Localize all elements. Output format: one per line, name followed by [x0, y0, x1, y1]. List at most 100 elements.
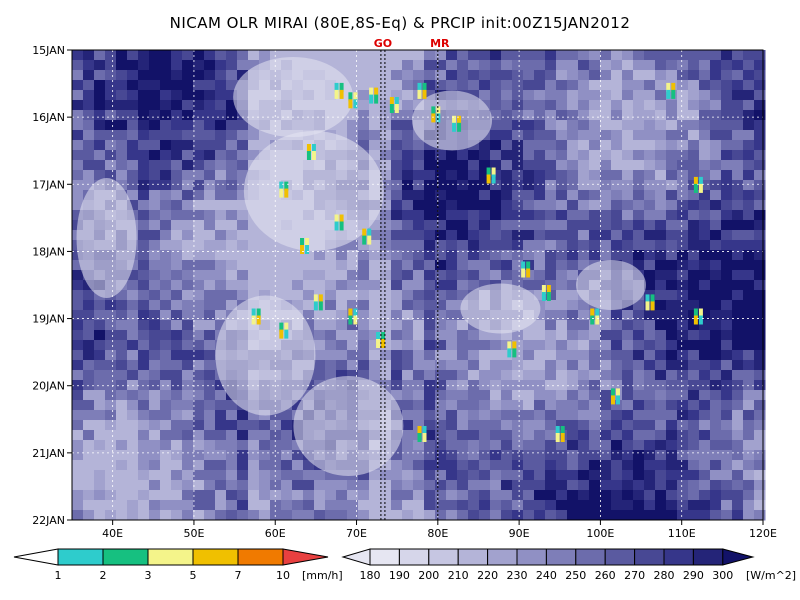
- olr-cell: [347, 290, 359, 301]
- olr-cell: [391, 380, 403, 391]
- olr-cell: [644, 490, 656, 501]
- olr-cell: [281, 450, 293, 461]
- olr-cell: [391, 360, 403, 371]
- olr-cell: [83, 390, 95, 401]
- olr-cell: [402, 100, 414, 111]
- olr-cell: [512, 70, 524, 81]
- olr-cell: [215, 270, 227, 281]
- olr-cell: [391, 320, 403, 331]
- olr-cell: [589, 460, 601, 471]
- olr-cell: [446, 360, 458, 371]
- olr-cell: [127, 320, 139, 331]
- olr-cell: [622, 310, 634, 321]
- olr-cell: [732, 190, 744, 201]
- olr-cell: [743, 340, 755, 351]
- olr-cell: [138, 120, 150, 131]
- olr-cell: [490, 420, 502, 431]
- olr-cell: [501, 370, 513, 381]
- olr-cell: [567, 80, 579, 91]
- olr-cell: [721, 210, 733, 221]
- olr-cell: [314, 280, 326, 291]
- olr-cell: [490, 90, 502, 101]
- olr-cell: [710, 420, 722, 431]
- olr-cell: [204, 210, 216, 221]
- olr-cell: [226, 260, 238, 271]
- olr-cell: [743, 210, 755, 221]
- olr-cell: [622, 360, 634, 371]
- olr-cell: [380, 140, 392, 151]
- olr-cell: [215, 80, 227, 91]
- olr-cell: [94, 370, 106, 381]
- olr-cell: [435, 330, 447, 341]
- olr-cell: [710, 480, 722, 491]
- olr-cell: [611, 110, 623, 121]
- olr-cell: [446, 210, 458, 221]
- olr-cell: [611, 400, 623, 411]
- olr-cell: [699, 120, 711, 131]
- olr-cell: [754, 340, 766, 351]
- olr-cell: [402, 150, 414, 161]
- olr-cell: [732, 270, 744, 281]
- olr-cell: [160, 100, 172, 111]
- precip-cell: [666, 82, 671, 92]
- olr-cell: [589, 190, 601, 201]
- olr-cell: [226, 60, 238, 71]
- olr-cell: [501, 430, 513, 441]
- olr-cell: [688, 200, 700, 211]
- olr-cell: [402, 500, 414, 511]
- olr-cell: [413, 450, 425, 461]
- olr-cell: [204, 410, 216, 421]
- olr-cell: [754, 400, 766, 411]
- olr-cell: [688, 70, 700, 81]
- olr-cell: [644, 430, 656, 441]
- olr-cell: [479, 50, 491, 61]
- olr-cell: [490, 250, 502, 261]
- olr-cell: [72, 340, 84, 351]
- olr-cell: [215, 500, 227, 511]
- olr-cell: [622, 110, 634, 121]
- olr-cell: [578, 330, 590, 341]
- olr-cell: [754, 250, 766, 261]
- olr-cell: [127, 80, 139, 91]
- olr-cell: [424, 290, 436, 301]
- olr-cell: [589, 390, 601, 401]
- olr-cell: [182, 250, 194, 261]
- olr-cell: [490, 370, 502, 381]
- precip-cell: [486, 174, 491, 184]
- olr-cell: [237, 430, 249, 441]
- precip-cell: [417, 89, 422, 99]
- olr-cell: [732, 310, 744, 321]
- olr-cell: [358, 470, 370, 481]
- olr-cell: [138, 290, 150, 301]
- olr-cell: [611, 220, 623, 231]
- olr-cell: [721, 130, 733, 141]
- olr-cell: [721, 470, 733, 481]
- olr-cell: [204, 470, 216, 481]
- olr-cell: [655, 370, 667, 381]
- olr-cell: [743, 420, 755, 431]
- olr-cell: [303, 300, 315, 311]
- olr-cell: [677, 230, 689, 241]
- olr-cell: [325, 360, 337, 371]
- olr-cell: [171, 500, 183, 511]
- olr-cell: [534, 60, 546, 71]
- precip-cell: [334, 89, 339, 99]
- olr-cell: [193, 370, 205, 381]
- olr-cell: [490, 410, 502, 421]
- olr-cell: [710, 330, 722, 341]
- olr-cell: [237, 440, 249, 451]
- olr-cell: [721, 230, 733, 241]
- olr-cell: [204, 310, 216, 321]
- olr-cell: [215, 60, 227, 71]
- olr-cell: [325, 470, 337, 481]
- olr-cell: [446, 160, 458, 171]
- olr-cell: [149, 50, 161, 61]
- olr-cell: [94, 90, 106, 101]
- olr-cell: [248, 420, 260, 431]
- olr-cell: [523, 460, 535, 471]
- olr-cell: [435, 440, 447, 451]
- olr-cell: [226, 200, 238, 211]
- olr-cell: [369, 80, 381, 91]
- olr-cell: [710, 430, 722, 441]
